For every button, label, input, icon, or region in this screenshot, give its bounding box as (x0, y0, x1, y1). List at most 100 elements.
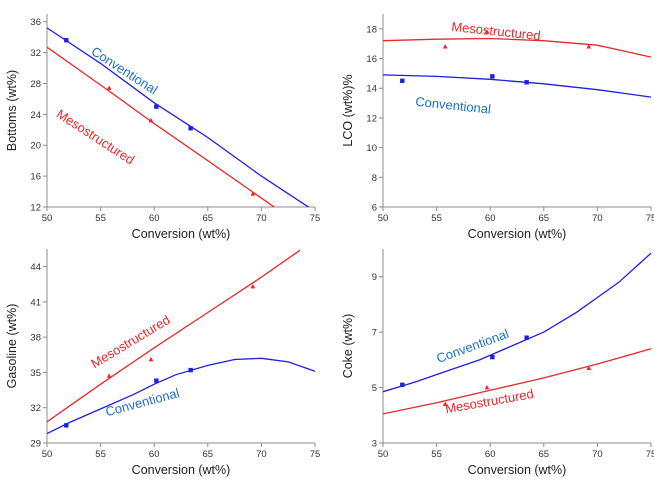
y-axis-label: LCO (wt%)% (341, 74, 355, 146)
mesostructured-series-label: Mesostructured (88, 312, 173, 371)
conventional-series-label: Conventional (415, 94, 492, 117)
chart-lco: 50 55 60 65 70 75 6 8 10 12 14 16 18 Conversion (wt%)… (341, 14, 654, 241)
conventional-series-label: Conventional (89, 43, 161, 97)
x-tick-label: 75 (310, 449, 321, 460)
y-tick-label: 20 (30, 141, 41, 152)
conventional-data-point (154, 378, 159, 383)
mesostructured-data-point (442, 401, 448, 406)
y-tick-label: 44 (30, 262, 41, 273)
x-tick-label: 65 (203, 449, 214, 460)
y-tick-label: 35 (30, 368, 41, 379)
x-tick-label: 65 (539, 213, 550, 224)
x-tick-label: 75 (310, 213, 321, 224)
conventional-series-label: Conventional (434, 326, 511, 366)
x-tick-label: 55 (95, 449, 106, 460)
x-tick-label: 50 (378, 213, 389, 224)
chart-bottoms: 50 55 60 65 70 75 12 16 20 24 28 32 36 Conversion (wt… (5, 14, 320, 241)
mesostructured-data-point (106, 85, 112, 90)
y-axis-label: Gasoline (wt%) (5, 304, 19, 389)
y-tick-label: 28 (30, 79, 41, 90)
x-tick-label: 65 (203, 213, 214, 224)
y-tick-label: 32 (30, 403, 41, 414)
x-axis-label: Conversion (wt%) (132, 463, 231, 477)
x-tick-label: 60 (485, 449, 496, 460)
conventional-data-point (400, 382, 405, 387)
mesostructured-data-point (484, 29, 490, 34)
conventional-data-point (188, 367, 193, 373)
y-tick-label: 14 (366, 84, 377, 95)
mesostructured-data-point (148, 117, 154, 123)
mesostructured-data-point (442, 44, 448, 49)
conventional-fit-line (383, 74, 652, 98)
y-tick-label: 41 (30, 297, 41, 308)
x-tick-label: 75 (646, 213, 654, 224)
y-tick-label: 24 (30, 110, 41, 121)
series-mesostructured: Mesostructured (383, 348, 652, 416)
y-tick-label: 9 (372, 272, 377, 283)
series-conventional: Conventional (383, 74, 652, 117)
x-tick-label: 55 (431, 449, 442, 460)
conventional-data-point (490, 74, 495, 79)
conventional-data-point (154, 104, 159, 109)
mesostructured-series-label: Mesostructured (451, 19, 542, 43)
conventional-fit-line (47, 27, 310, 207)
conventional-fit-line (383, 252, 652, 393)
mesostructured-fit-line (383, 37, 652, 58)
mesostructured-data-point (586, 44, 592, 49)
x-tick-label: 60 (149, 213, 160, 224)
y-axis-label: Coke (wt%) (341, 314, 355, 379)
y-tick-label: 3 (372, 439, 377, 450)
series-mesostructured: Mesostructured (47, 46, 276, 207)
mesostructured-fit-line (383, 348, 652, 415)
y-tick-label: 32 (30, 48, 41, 59)
x-tick-label: 55 (95, 213, 106, 224)
series-mesostructured: Mesostructured (383, 19, 652, 58)
x-tick-label: 50 (42, 449, 53, 460)
mesostructured-series-label: Mesostructured (54, 106, 137, 167)
x-tick-label: 50 (378, 449, 389, 460)
conventional-data-point (524, 335, 529, 340)
x-axis-label: Conversion (wt%) (132, 227, 231, 241)
series-conventional: Conventional (47, 27, 310, 207)
y-tick-label: 8 (372, 173, 377, 184)
x-tick-label: 60 (485, 213, 496, 224)
y-tick-label: 29 (30, 439, 41, 450)
x-tick-label: 75 (646, 449, 654, 460)
x-tick-label: 60 (149, 449, 160, 460)
x-tick-label: 70 (592, 213, 603, 224)
x-tick-label: 50 (42, 213, 53, 224)
y-tick-label: 5 (372, 383, 377, 394)
series-conventional: Conventional (47, 357, 316, 435)
mesostructured-data-point (250, 191, 256, 196)
y-tick-label: 36 (30, 17, 41, 28)
x-tick-label: 70 (256, 449, 267, 460)
y-tick-label: 7 (372, 328, 377, 339)
y-tick-label: 12 (30, 203, 41, 214)
conventional-data-point (64, 423, 69, 428)
y-tick-label: 10 (366, 143, 377, 154)
conventional-data-point (490, 354, 495, 360)
chart-gasoline: 50 55 60 65 70 75 29 32 35 38 41 44 Conversion (wt%)… (5, 249, 320, 477)
y-tick-label: 18 (366, 24, 377, 35)
y-tick-label: 6 (372, 203, 377, 214)
mesostructured-data-point (484, 384, 490, 390)
mesostructured-data-point (586, 365, 592, 370)
x-axis-label: Conversion (wt%) (468, 227, 567, 241)
mesostructured-fit-line (47, 249, 301, 423)
conventional-data-point (400, 78, 405, 84)
mesostructured-data-point (106, 373, 112, 378)
conventional-fit-line (47, 357, 316, 435)
y-axis-label: Bottoms (wt%) (5, 70, 19, 151)
y-tick-label: 16 (366, 54, 377, 65)
x-tick-label: 55 (431, 213, 442, 224)
x-axis-label: Conversion (wt%) (468, 463, 567, 477)
mesostructured-data-point (148, 356, 154, 362)
y-tick-label: 12 (366, 113, 377, 124)
mesostructured-data-point (250, 284, 256, 289)
conventional-data-point (64, 38, 69, 43)
conventional-data-point (188, 126, 193, 131)
series-conventional: Conventional (383, 252, 652, 393)
chart-coke: 50 55 60 65 70 75 3 5 7 9 Conversion (wt%) Coke (wt… (341, 249, 654, 477)
conventional-data-point (524, 80, 529, 85)
